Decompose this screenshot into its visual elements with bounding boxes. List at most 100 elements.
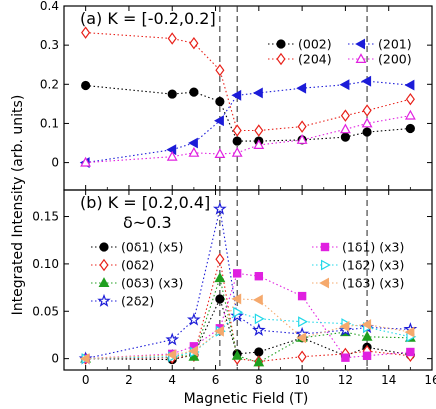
legend-label: (1δ1) (x3) bbox=[342, 240, 404, 255]
data-point bbox=[254, 272, 264, 281]
data-point bbox=[252, 323, 266, 337]
data-point bbox=[361, 75, 372, 87]
legend-marker bbox=[276, 39, 286, 49]
legend-item: (1δ1) (x3) bbox=[312, 240, 404, 255]
data-point bbox=[339, 320, 350, 332]
x-tick-label: 16 bbox=[424, 373, 436, 387]
data-point bbox=[232, 136, 242, 146]
series-line bbox=[85, 259, 411, 363]
data-point bbox=[215, 294, 225, 304]
x-tick-label: 6 bbox=[212, 373, 220, 387]
data-point bbox=[166, 144, 177, 156]
series-7 bbox=[79, 293, 415, 365]
legend-item: (002) bbox=[268, 37, 332, 52]
data-point bbox=[215, 252, 225, 266]
x-tick-label: 10 bbox=[294, 373, 309, 387]
data-point bbox=[297, 350, 307, 363]
x-tick-label: 12 bbox=[338, 373, 353, 387]
series-line bbox=[85, 311, 411, 360]
data-point bbox=[296, 332, 307, 344]
legend-label: (002) bbox=[298, 37, 332, 52]
data-point bbox=[361, 117, 373, 128]
legend-item: (204) bbox=[268, 52, 332, 67]
legend-marker bbox=[321, 259, 331, 271]
data-point bbox=[362, 127, 372, 137]
data-point bbox=[405, 92, 415, 106]
x-tick-label: 2 bbox=[125, 373, 133, 387]
legend-marker bbox=[97, 293, 111, 307]
legend-item: (1δ3) (x3) bbox=[312, 276, 404, 291]
data-point bbox=[254, 313, 265, 325]
data-point bbox=[231, 293, 242, 305]
data-point bbox=[215, 96, 225, 107]
series-line bbox=[85, 208, 411, 360]
panel-title: (b) K = [0.2,0.4] bbox=[80, 193, 210, 212]
data-point bbox=[233, 306, 244, 318]
data-point bbox=[167, 32, 177, 45]
data-point bbox=[252, 87, 263, 99]
x-axis-label: Magnetic Field (T) bbox=[184, 391, 309, 407]
data-point bbox=[80, 156, 92, 167]
data-point bbox=[406, 347, 415, 357]
data-point bbox=[214, 115, 224, 127]
legend-marker bbox=[355, 38, 365, 50]
y-tick-label: 0 bbox=[51, 352, 59, 366]
panel-a: 0 0.1 0.2 0.3 0.4 (a) K = [-0.2,0.2] (002)(204… bbox=[40, 0, 433, 191]
series-3 bbox=[79, 75, 415, 169]
data-point bbox=[297, 120, 307, 133]
series-line bbox=[85, 298, 411, 360]
y-tick-label: 0 bbox=[51, 156, 59, 170]
series-2 bbox=[81, 26, 415, 137]
legend-item: (200) bbox=[348, 52, 412, 67]
data-point bbox=[341, 353, 350, 362]
data-point bbox=[189, 36, 199, 50]
data-point bbox=[361, 330, 373, 341]
panel-title: (a) K = [-0.2,0.2] bbox=[80, 9, 216, 28]
data-point bbox=[404, 326, 415, 338]
data-point bbox=[297, 291, 307, 301]
legend-item: (0δ2) bbox=[91, 258, 154, 273]
data-point bbox=[405, 123, 415, 134]
data-point bbox=[188, 146, 200, 157]
data-point bbox=[361, 319, 372, 330]
delta-annotation: δ~0.3 bbox=[123, 213, 172, 232]
plot-frame bbox=[63, 189, 433, 371]
x-tick-label: 0 bbox=[82, 373, 90, 387]
plot-frame bbox=[63, 5, 433, 191]
x-tick-label: 8 bbox=[255, 373, 263, 387]
data-point bbox=[404, 79, 415, 91]
data-point bbox=[253, 139, 265, 149]
data-point bbox=[79, 353, 90, 365]
series-1 bbox=[81, 80, 415, 146]
legend-label: (200) bbox=[378, 52, 412, 67]
data-point bbox=[252, 294, 263, 306]
data-point bbox=[296, 82, 307, 94]
legend-marker bbox=[98, 277, 110, 287]
data-point bbox=[166, 150, 178, 161]
legend-item: (0δ3) (x3) bbox=[91, 276, 183, 291]
data-point bbox=[165, 332, 180, 346]
y-tick-label: 0.05 bbox=[32, 304, 59, 318]
series-4 bbox=[80, 109, 416, 167]
data-point bbox=[296, 134, 308, 144]
legend-marker bbox=[276, 52, 286, 66]
y-axis-label: Integrated Intensity (arb. units) bbox=[10, 95, 26, 316]
data-point bbox=[339, 123, 351, 134]
data-point bbox=[188, 137, 198, 149]
legend-label: (0δ1) (x5) bbox=[121, 240, 183, 255]
data-point bbox=[254, 347, 264, 357]
legend-marker bbox=[319, 277, 329, 289]
legend-marker bbox=[99, 258, 109, 272]
data-point bbox=[253, 356, 265, 367]
series-line bbox=[85, 84, 411, 142]
legend-item: (0δ1) (x5) bbox=[91, 240, 183, 255]
data-point bbox=[81, 80, 91, 91]
legend-label: (1δ3) (x3) bbox=[342, 276, 404, 291]
data-point bbox=[231, 349, 243, 360]
data-point bbox=[340, 132, 351, 142]
data-point bbox=[231, 89, 242, 101]
data-point bbox=[340, 109, 350, 122]
data-point bbox=[215, 63, 225, 77]
data-point bbox=[298, 316, 308, 328]
